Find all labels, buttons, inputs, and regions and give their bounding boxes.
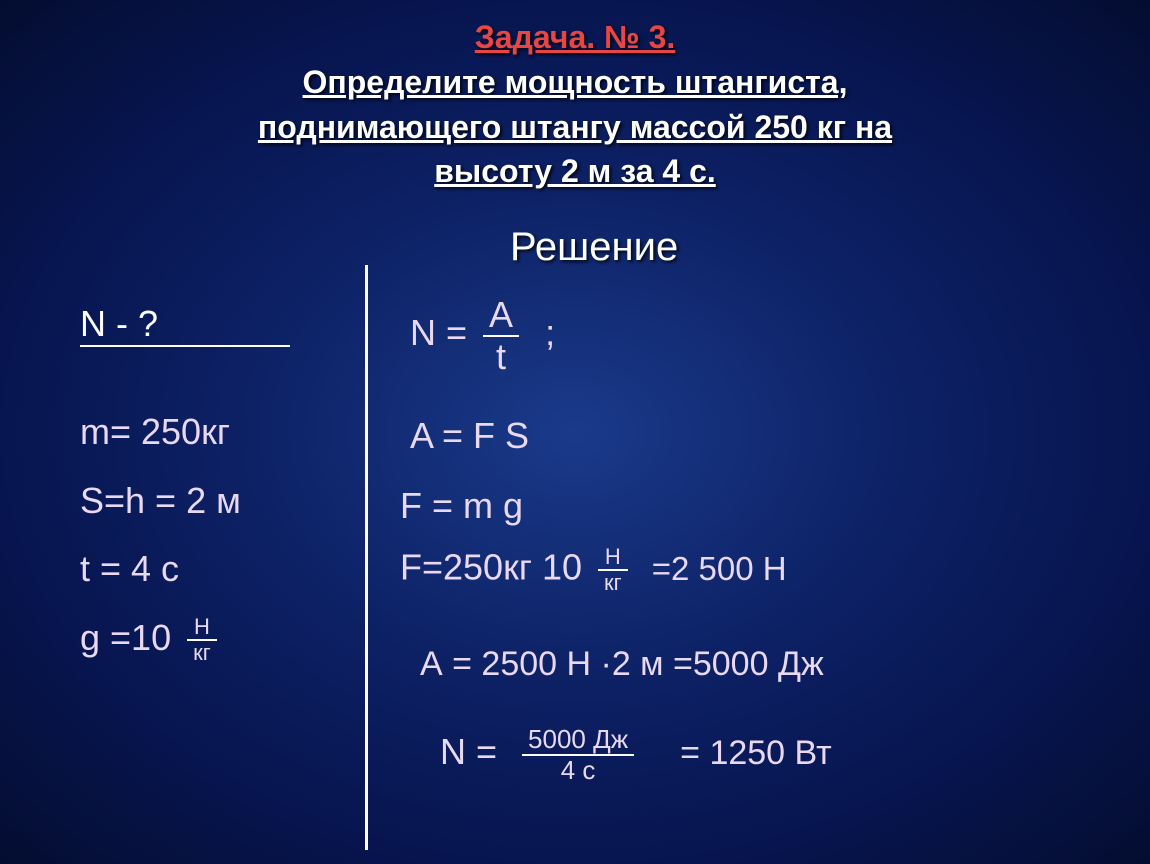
eq1-left: N =: [410, 312, 467, 353]
eq6-left: N =: [440, 731, 497, 772]
given-g: g =10 Н кг: [80, 604, 241, 672]
eq1-num: A: [483, 295, 519, 337]
equation-work-calc: А = 2500 Н ·2 м =5000 Дж: [420, 645, 824, 684]
eq1-semicolon: ;: [545, 312, 555, 353]
g-unit-fraction: Н кг: [187, 615, 217, 665]
eq4-unit-fraction: Н кг: [598, 545, 628, 595]
find-variable: N - ?: [80, 290, 241, 358]
eq6-den: 4 с: [522, 756, 634, 785]
title-block: Задача. № 3. Определите мощность штангис…: [0, 0, 1150, 204]
given-distance: S=h = 2 м: [80, 467, 241, 535]
title-line-4: высоту 2 м за 4 с.: [0, 149, 1150, 194]
eq6-fraction: 5000 Дж 4 с: [522, 725, 634, 784]
g-unit-den: кг: [187, 641, 217, 665]
equation-force: F = m g: [400, 485, 523, 527]
given-g-label: g =10: [80, 617, 171, 658]
solution-label: Решение: [510, 225, 678, 270]
given-mass: m= 250кг: [80, 398, 241, 466]
eq4-unit-num: Н: [598, 545, 628, 571]
eq4-unit-den: кг: [598, 571, 628, 595]
vertical-divider: [365, 265, 368, 850]
title-line-3: поднимающего штангу массой 250 кг на: [0, 105, 1150, 150]
equation-power-calc: N = 5000 Дж 4 с = 1250 Вт: [440, 725, 832, 784]
g-unit-num: Н: [187, 615, 217, 641]
eq4-left: F=250кг 10: [400, 547, 582, 588]
equation-force-calc: F=250кг 10 Н кг =2 500 Н: [400, 545, 787, 595]
eq6-num: 5000 Дж: [522, 725, 634, 756]
title-line-2: Определите мощность штангиста,: [0, 60, 1150, 105]
eq6-result: = 1250 Вт: [680, 734, 832, 772]
title-line-1: Задача. № 3.: [0, 15, 1150, 60]
eq4-result: =2 500 Н: [652, 550, 787, 587]
equation-power: N = A t ;: [410, 295, 555, 376]
eq1-fraction: A t: [483, 295, 519, 376]
given-time: t = 4 c: [80, 535, 241, 603]
given-block: N - ? m= 250кг S=h = 2 м t = 4 c g =10 Н…: [80, 290, 241, 672]
eq1-den: t: [483, 337, 519, 377]
equation-work: A = F S: [410, 415, 529, 457]
